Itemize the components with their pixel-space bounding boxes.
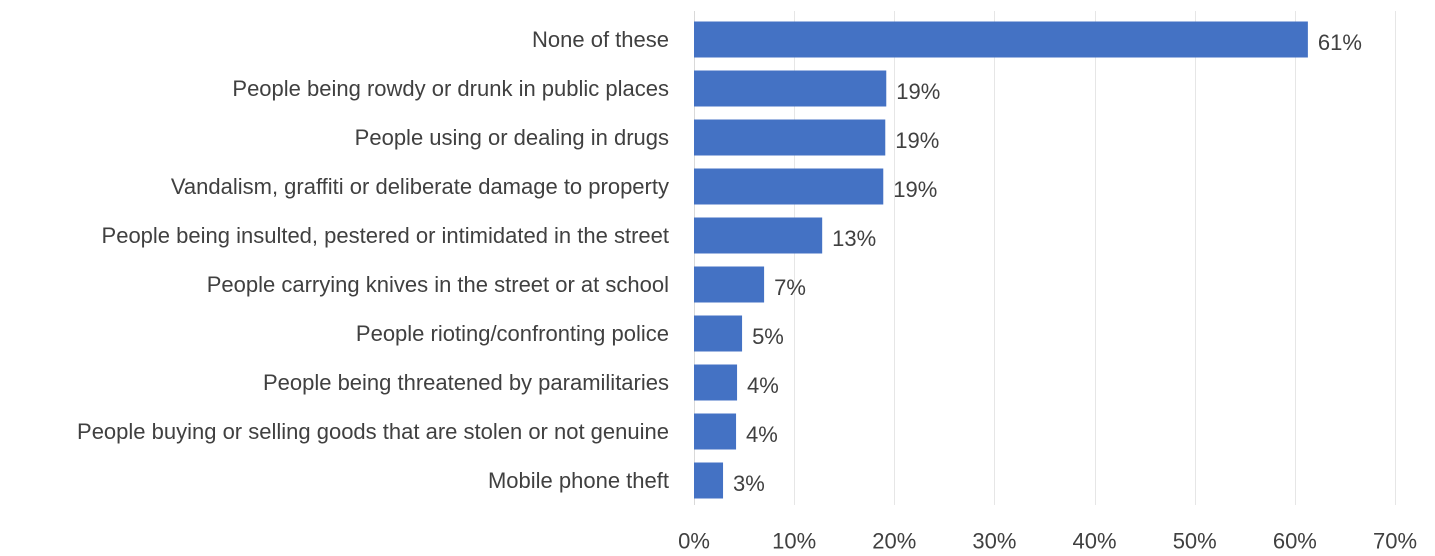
category-label: People being insulted, pestered or intim… [102,223,669,248]
x-tick-label: 10% [772,529,816,554]
x-tick-label: 30% [972,529,1016,554]
data-label: 13% [832,226,876,251]
data-label: 19% [895,128,939,153]
category-label: People buying or selling goods that are … [77,419,669,444]
bar [694,266,765,303]
value-labels: 61% 19% 19% 19% 13% 7% 5% 4% 4% 3% [733,30,1362,496]
data-label: 19% [893,177,937,202]
bar [694,315,743,352]
bar [694,217,823,254]
data-label: 7% [774,275,806,300]
bar [694,413,737,450]
data-label: 4% [746,422,778,447]
bar [694,364,738,401]
category-label: None of these [532,27,669,52]
x-tick-label: 20% [872,529,916,554]
data-label: 5% [752,324,784,349]
x-tick-label: 50% [1173,529,1217,554]
bar [694,462,724,499]
x-tick-label: 0% [678,529,710,554]
category-labels: None of these People being rowdy or drunk… [77,27,669,493]
category-label: People using or dealing in drugs [355,125,669,150]
data-label: 3% [733,471,765,496]
x-tick-label: 60% [1273,529,1317,554]
x-axis-tick-labels: 0% 10% 20% 30% 40% 50% 60% 70% [678,529,1417,554]
data-label: 19% [896,79,940,104]
data-label: 4% [747,373,779,398]
x-tick-label: 70% [1373,529,1417,554]
category-label: People carrying knives in the street or … [207,272,669,297]
category-label: Vandalism, graffiti or deliberate damage… [171,174,669,199]
category-label: Mobile phone theft [488,468,669,493]
category-label: People being rowdy or drunk in public pl… [232,76,669,101]
x-tick-label: 40% [1073,529,1117,554]
bar [694,70,887,107]
bar [694,168,884,205]
data-label: 61% [1318,30,1362,55]
category-label: People rioting/confronting police [356,321,669,346]
category-label: People being threatened by paramilitarie… [263,370,669,395]
bars [694,21,1308,499]
bar [694,21,1308,58]
bar [694,119,886,156]
